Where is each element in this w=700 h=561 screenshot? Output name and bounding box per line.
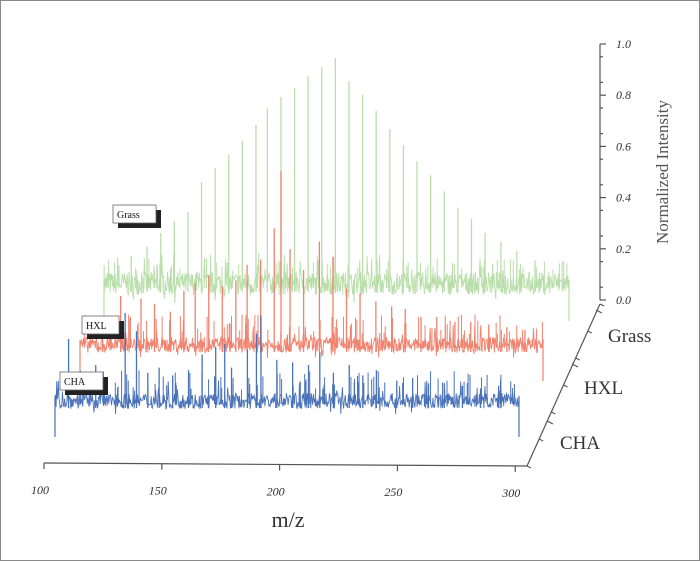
x-tick-label: 150	[149, 484, 167, 498]
x-axis: 100 150 200 250 300 m/z	[31, 462, 528, 532]
category-label: CHA	[560, 433, 600, 454]
x-tick-label: 300	[501, 486, 520, 500]
x-tick-label: 200	[267, 484, 285, 498]
category-tick	[546, 420, 554, 425]
x-axis-title: m/z	[272, 507, 305, 532]
label-text: Grass	[117, 210, 140, 221]
label-text: CHA	[64, 377, 86, 388]
trace-hxl	[79, 171, 544, 381]
x-axis-line	[43, 462, 528, 467]
x-tick-label: 250	[384, 485, 402, 499]
series-labels: CHA HXL Grass	[59, 204, 161, 395]
series-label-hxl: HXL	[81, 315, 124, 339]
label-box	[112, 204, 157, 224]
trace-grass	[103, 58, 570, 321]
category-minor-tick	[551, 411, 556, 415]
category-minor-tick	[563, 384, 568, 388]
noise-trace-grass	[103, 252, 570, 304]
traces	[54, 58, 570, 437]
intensity-axis: 0.0 0.2 0.4 0.6 0.8 1.0 Normalized Intensity	[599, 37, 672, 307]
intensity-axis-title: Normalized Intensity	[653, 100, 672, 244]
intensity-tick-label: 0.6	[616, 139, 631, 153]
category-tick	[571, 363, 579, 368]
category-tick	[595, 309, 603, 314]
intensity-tick-label: 0.2	[616, 242, 631, 256]
noise-trace-cha	[54, 380, 520, 415]
category-label: HXL	[584, 378, 623, 399]
series-label-grass: Grass	[112, 204, 161, 228]
intensity-tick-label: 0.0	[616, 293, 631, 307]
intensity-tick-label: 0.8	[616, 88, 631, 102]
series-label-cha: CHA	[59, 371, 108, 395]
category-minor-tick	[587, 330, 593, 334]
category-minor-tick	[575, 357, 580, 361]
category-axis: CHA HXL Grass	[526, 303, 651, 469]
noise-trace-hxl	[79, 324, 544, 359]
category-minor-tick	[599, 303, 605, 307]
intensity-tick-label: 1.0	[616, 37, 631, 51]
category-minor-tick	[538, 438, 544, 442]
trace-cha	[54, 313, 520, 437]
intensity-tick-label: 0.4	[616, 191, 631, 205]
label-box	[59, 371, 104, 391]
label-box	[81, 315, 120, 335]
category-minor-tick	[526, 465, 532, 469]
x-tick-label: 100	[31, 483, 49, 497]
category-label: Grass	[608, 326, 651, 347]
label-text: HXL	[86, 321, 107, 332]
